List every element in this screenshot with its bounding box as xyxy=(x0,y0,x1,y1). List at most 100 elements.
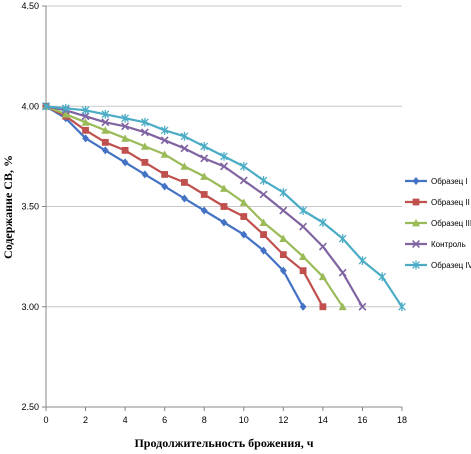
x-tick-label: 12 xyxy=(278,415,288,425)
data-point xyxy=(299,302,307,311)
data-point xyxy=(180,131,189,141)
data-point xyxy=(259,218,268,226)
data-point xyxy=(200,206,208,215)
data-point xyxy=(259,176,268,185)
series-line xyxy=(45,105,305,308)
data-point xyxy=(358,256,367,266)
data-point xyxy=(398,302,406,312)
data-point xyxy=(121,158,129,167)
data-point xyxy=(101,118,110,127)
data-point xyxy=(279,206,288,215)
data-point xyxy=(259,190,268,199)
x-tick-label: 10 xyxy=(239,415,249,425)
data-point xyxy=(82,126,89,134)
data-point xyxy=(319,218,327,227)
data-point xyxy=(319,303,327,311)
data-point xyxy=(121,113,129,123)
data-point xyxy=(101,126,110,134)
data-point xyxy=(121,122,130,131)
data-point xyxy=(240,230,248,239)
data-point xyxy=(338,268,347,277)
legend-label: Образец III xyxy=(431,219,471,228)
y-axis-title: Содержание СВ, % xyxy=(1,155,15,259)
data-point xyxy=(220,218,228,227)
legend: Образец I Образец II Образец III Контроль Об… xyxy=(405,177,471,270)
data-point xyxy=(161,182,169,191)
y-tick-label: 4.00 xyxy=(21,101,39,111)
series-line xyxy=(45,105,344,308)
data-point xyxy=(42,101,50,111)
data-point xyxy=(61,110,70,118)
data-point xyxy=(279,188,288,197)
data-point xyxy=(220,184,228,192)
data-point xyxy=(260,231,267,238)
data-point xyxy=(378,272,387,282)
x-tick-label: 2 xyxy=(83,415,88,425)
legend-marker xyxy=(412,240,420,248)
data-point xyxy=(260,246,267,255)
legend-label: Образец II xyxy=(431,198,470,207)
data-point xyxy=(200,191,208,198)
x-tick-label: 14 xyxy=(318,415,328,425)
data-point xyxy=(160,125,169,135)
data-point xyxy=(299,252,308,261)
series-group xyxy=(42,101,406,312)
y-tick-label: 4.50 xyxy=(21,1,39,11)
data-point xyxy=(279,251,287,259)
series-group xyxy=(42,102,327,311)
series-layer xyxy=(42,101,406,312)
legend-item: Образец IV xyxy=(405,260,471,270)
series-group xyxy=(42,102,347,311)
data-point xyxy=(318,242,327,251)
data-point xyxy=(220,203,228,210)
data-point xyxy=(160,136,169,145)
data-point xyxy=(121,134,130,142)
data-point xyxy=(81,112,90,121)
data-point xyxy=(338,234,347,243)
data-point xyxy=(160,150,169,158)
x-tick-label: 16 xyxy=(357,415,367,425)
data-point xyxy=(220,151,228,161)
legend-item: Контроль xyxy=(405,240,466,249)
y-tick-label: 3.00 xyxy=(21,302,39,312)
data-point xyxy=(180,162,189,170)
data-point xyxy=(101,138,109,146)
x-tick-label: 0 xyxy=(43,415,48,425)
series-group xyxy=(42,102,367,311)
data-point xyxy=(358,302,367,311)
y-tick-label: 2.50 xyxy=(21,402,39,412)
data-point xyxy=(161,171,169,178)
data-point xyxy=(239,198,248,206)
legend-label: Образец IV xyxy=(431,261,471,270)
data-point xyxy=(81,105,90,115)
data-point xyxy=(299,267,307,275)
data-point xyxy=(338,302,347,311)
data-point xyxy=(181,179,188,186)
data-point xyxy=(140,142,149,150)
legend-item: Образец II xyxy=(405,198,470,207)
data-point xyxy=(279,266,287,275)
data-point xyxy=(240,213,248,220)
legend-marker xyxy=(412,219,420,227)
x-axis-title: Продолжительность брожения, ч xyxy=(134,436,313,450)
data-point xyxy=(299,206,307,215)
x-tick-label: 6 xyxy=(162,415,167,425)
legend-label: Образец I xyxy=(431,177,468,186)
data-point xyxy=(101,146,109,155)
data-point xyxy=(141,117,149,127)
data-point xyxy=(141,170,149,179)
data-point xyxy=(200,141,209,151)
data-point xyxy=(181,194,188,203)
data-point xyxy=(318,272,327,281)
legend-label: Контроль xyxy=(431,240,466,249)
data-point xyxy=(180,144,189,153)
data-point xyxy=(121,146,129,154)
data-point xyxy=(220,162,228,171)
data-point xyxy=(141,158,149,166)
legend-marker xyxy=(412,177,420,185)
x-tick-label: 8 xyxy=(202,415,207,425)
legend-item: Образец I xyxy=(405,177,468,186)
legend-item: Образец III xyxy=(405,219,471,228)
data-point xyxy=(239,176,248,185)
